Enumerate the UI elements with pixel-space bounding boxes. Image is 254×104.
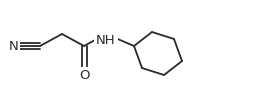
Text: N: N: [8, 40, 18, 53]
Text: O: O: [79, 69, 89, 82]
Text: NH: NH: [96, 34, 116, 47]
